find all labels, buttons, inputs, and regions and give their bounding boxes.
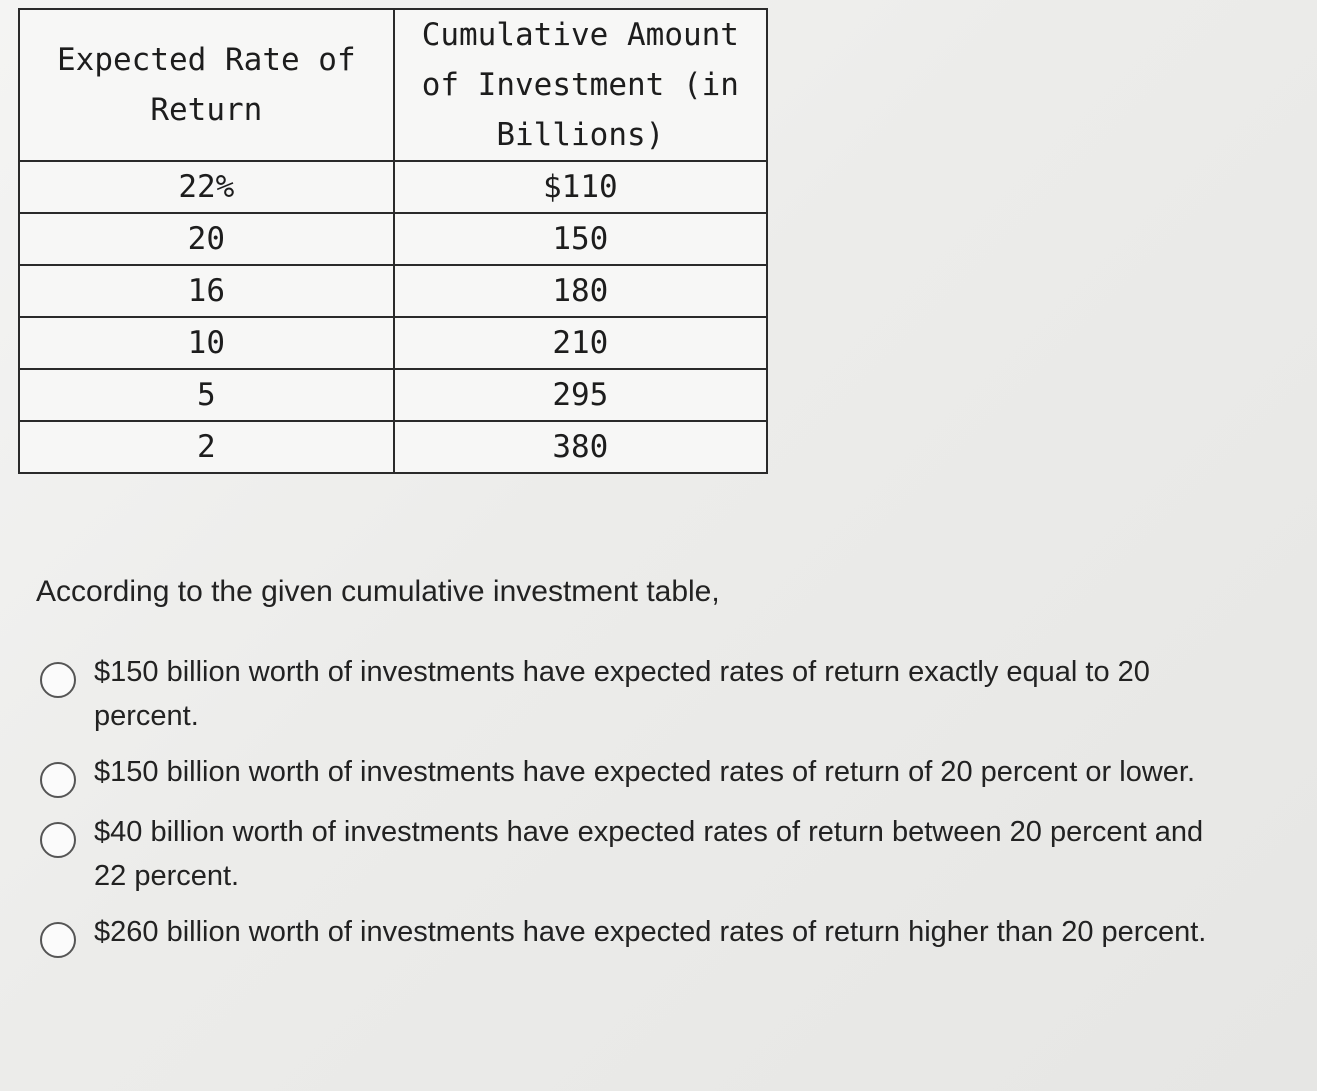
radio-button[interactable] <box>40 762 76 798</box>
table-row: 2 380 <box>18 420 769 474</box>
amount-cell: 295 <box>392 368 769 422</box>
option-label[interactable]: $150 billion worth of investments have e… <box>94 656 1150 732</box>
table-header-row: Expected Rate of Return Cumulative Amoun… <box>18 8 769 162</box>
answer-option-1[interactable]: $150 billion worth of investments have e… <box>40 650 1240 738</box>
radio-button[interactable] <box>40 662 76 698</box>
rate-cell: 5 <box>18 368 395 422</box>
answer-option-4[interactable]: $260 billion worth of investments have e… <box>40 910 1240 958</box>
answer-option-3[interactable]: $40 billion worth of investments have ex… <box>40 810 1240 898</box>
rate-cell: 22% <box>18 160 395 214</box>
amount-cell: $110 <box>392 160 769 214</box>
header-expected-rate: Expected Rate of Return <box>18 8 395 162</box>
table-row: 5 295 <box>18 368 769 422</box>
option-label[interactable]: $40 billion worth of investments have ex… <box>94 816 1204 892</box>
amount-cell: 210 <box>392 316 769 370</box>
table-row: 22% $110 <box>18 160 769 214</box>
investment-table-container: Expected Rate of Return Cumulative Amoun… <box>18 8 769 474</box>
answer-options: $150 billion worth of investments have e… <box>40 650 1240 970</box>
option-label[interactable]: $150 billion worth of investments have e… <box>94 756 1196 788</box>
rate-cell: 2 <box>18 420 395 474</box>
rate-cell: 10 <box>18 316 395 370</box>
header-cumulative-amount: Cumulative Amount of Investment (in Bill… <box>392 8 769 162</box>
amount-cell: 180 <box>392 264 769 318</box>
table-row: 10 210 <box>18 316 769 370</box>
radio-button[interactable] <box>40 822 76 858</box>
investment-table: Expected Rate of Return Cumulative Amoun… <box>18 8 769 474</box>
amount-cell: 150 <box>392 212 769 266</box>
radio-button[interactable] <box>40 922 76 958</box>
table-row: 16 180 <box>18 264 769 318</box>
rate-cell: 16 <box>18 264 395 318</box>
table-row: 20 150 <box>18 212 769 266</box>
answer-option-2[interactable]: $150 billion worth of investments have e… <box>40 750 1240 798</box>
amount-cell: 380 <box>392 420 769 474</box>
rate-cell: 20 <box>18 212 395 266</box>
question-prompt: According to the given cumulative invest… <box>36 575 720 608</box>
option-label[interactable]: $260 billion worth of investments have e… <box>94 916 1207 948</box>
